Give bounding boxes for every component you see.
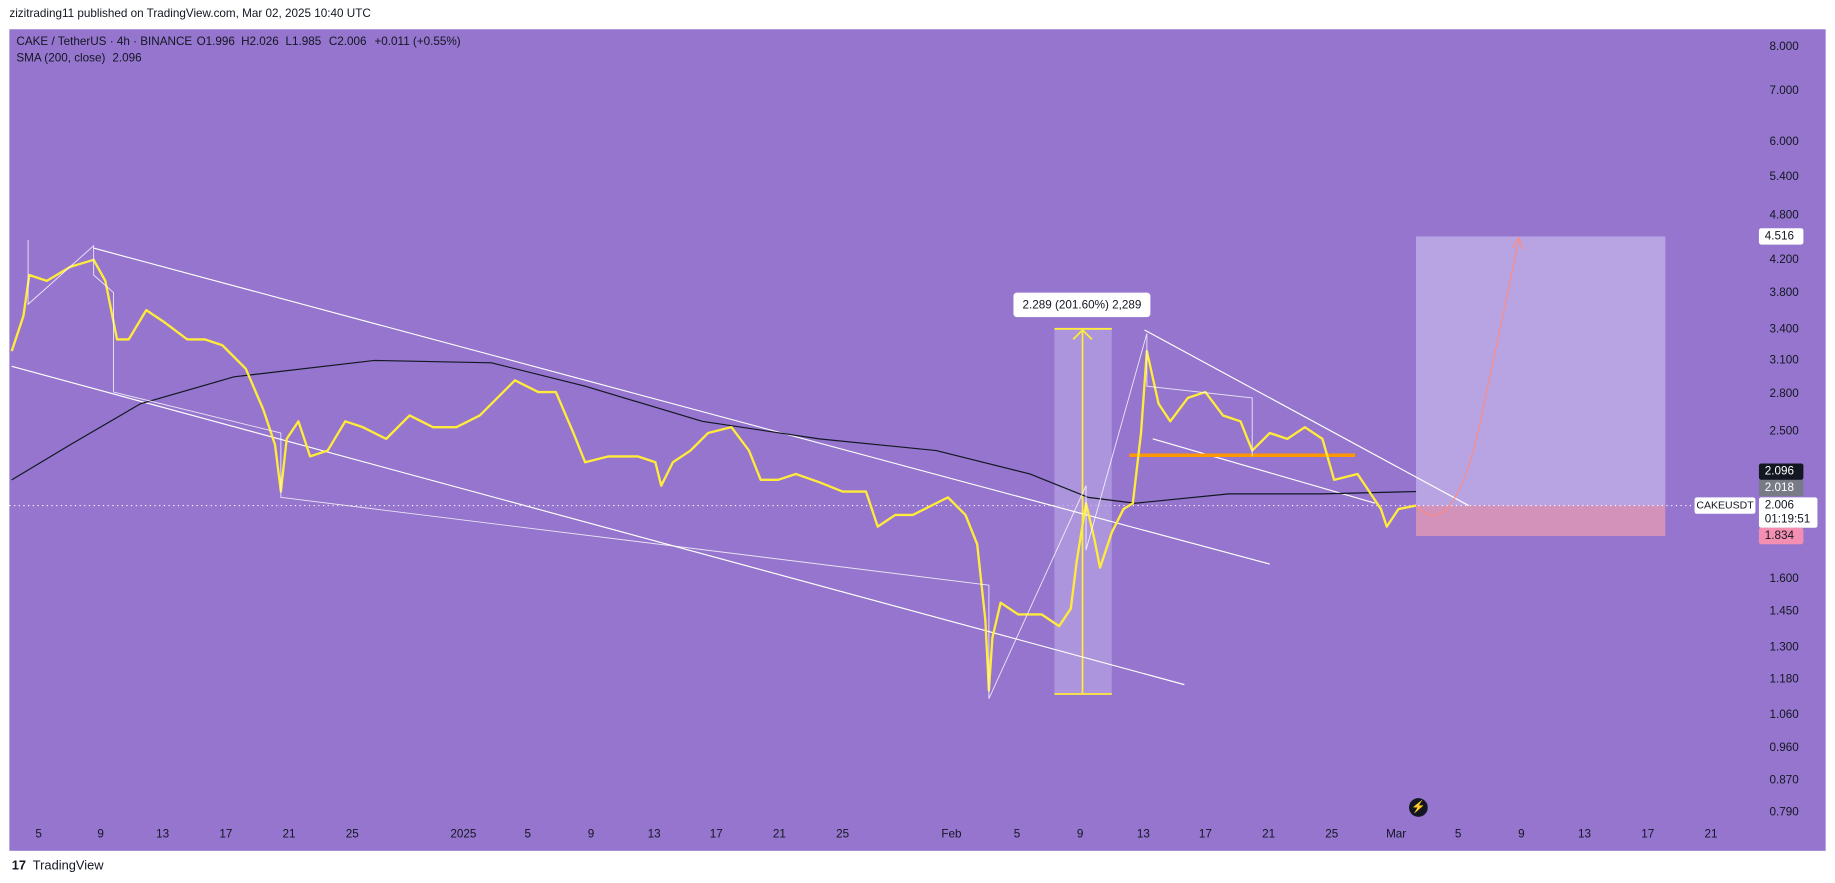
price-badge-label: 2.006 (1765, 499, 1794, 512)
price-label: 2.500 (1769, 424, 1799, 437)
brand: TradingView (33, 857, 104, 872)
price-badge (1758, 463, 1804, 480)
target-zone (1416, 236, 1666, 506)
time-label: 17 (1641, 828, 1654, 841)
price-label: 0.960 (1769, 741, 1799, 754)
price-axis: 8.000 7.000 6.000 5.400 4.800 4.200 3.800 3.400… (1694, 40, 1818, 818)
stop-zone (1416, 505, 1666, 537)
sma-name: SMA (200, close) (16, 52, 105, 65)
time-label: 13 (648, 828, 661, 841)
legend-item: CAKE / TetherUS · 4h · BINANCE (16, 35, 192, 48)
logo-mark: 17 (12, 857, 26, 872)
time-label: 5 (1014, 828, 1021, 841)
price-label: 4.800 (1769, 209, 1799, 222)
price-label: 5.400 (1769, 170, 1799, 183)
legend: CAKE / TetherUS · 4h · BINANCE O1.996 H2.0… (16, 35, 460, 64)
event-icon-glyph: ⚡ (1411, 800, 1426, 814)
price-label: 2.800 (1769, 387, 1799, 400)
price-wicks (27, 239, 1253, 699)
time-label: 9 (588, 828, 595, 841)
price-label: 3.400 (1769, 323, 1799, 336)
measure-arrow (1072, 328, 1093, 341)
time-label: 21 (283, 828, 296, 841)
time-label: 25 (346, 828, 360, 841)
time-label: 13 (156, 828, 169, 841)
time-label: 25 (836, 828, 850, 841)
price-badge-label: 4.516 (1765, 230, 1794, 243)
time-axis: 5 9 13 17 21 25 2025 5 9 13 17 21 25 Feb 5 9 13 17 21 25 Mar… (35, 828, 1717, 841)
time-label: 21 (1262, 828, 1275, 841)
price-label: 4.200 (1769, 253, 1799, 266)
price-path (10, 258, 1417, 692)
symbol-label: CAKEUSDT (1696, 499, 1754, 511)
legend-item: O1.996 (197, 35, 235, 48)
time-label: 5 (525, 828, 532, 841)
time-label: 2025 (450, 828, 477, 841)
price-label: 1.300 (1769, 641, 1799, 654)
time-label: 25 (1325, 828, 1339, 841)
price-label: 7.000 (1769, 84, 1799, 97)
price-label: 1.600 (1769, 572, 1799, 585)
measure-label-box (1013, 292, 1151, 318)
time-label: 17 (1199, 828, 1212, 841)
time-label: 13 (1578, 828, 1591, 841)
projection-curve (1415, 238, 1520, 516)
time-label: 17 (710, 828, 723, 841)
time-label: 5 (1455, 828, 1462, 841)
price-label: 3.800 (1769, 286, 1799, 299)
countdown: 01:19:51 (1765, 513, 1810, 526)
time-label: 5 (35, 828, 42, 841)
time-label: 17 (219, 828, 232, 841)
price-badge (1758, 228, 1804, 245)
measure-label: 2.289 (201.60%) 2,289 (1022, 299, 1141, 312)
time-label: Feb (941, 828, 962, 841)
price-badge (1758, 479, 1804, 497)
price-badge-label: 2.096 (1765, 465, 1794, 478)
legend-item: H2.026 (241, 35, 279, 48)
symbol-badge (1694, 497, 1756, 514)
sma-value: 2.096 (112, 52, 141, 65)
price-badge (1758, 497, 1818, 528)
price-badge-label: 2.018 (1765, 481, 1794, 494)
price-label: 1.180 (1769, 673, 1799, 686)
time-label: Mar (1386, 828, 1406, 841)
projection-arrow (1511, 236, 1524, 250)
price-label: 3.100 (1769, 353, 1799, 366)
time-label: 9 (1518, 828, 1525, 841)
publish-info: zizitrading11 published on TradingView.c… (9, 7, 370, 20)
event-icon[interactable] (1409, 798, 1428, 817)
price-label: 1.060 (1769, 708, 1799, 721)
price-label: 8.000 (1769, 40, 1799, 53)
price-label: 1.450 (1769, 604, 1799, 617)
price-label: 6.000 (1769, 135, 1799, 148)
wedge-lower (1152, 438, 1376, 504)
channel-upper (93, 247, 1270, 565)
time-label: 21 (773, 828, 786, 841)
time-label: 9 (1077, 828, 1084, 841)
price-badge (1758, 527, 1804, 545)
price-label: 0.870 (1769, 773, 1799, 786)
wedge-upper (1144, 329, 1469, 507)
time-label: 13 (1137, 828, 1150, 841)
price-badge-label: 1.834 (1765, 529, 1795, 542)
sma-line (11, 359, 1417, 504)
price-label: 0.790 (1769, 805, 1799, 818)
time-label: 9 (97, 828, 104, 841)
legend-item: L1.985 (286, 35, 322, 48)
time-label: 21 (1704, 828, 1717, 841)
legend-item: +0.011 (+0.55%) (374, 35, 460, 48)
legend-item: C2.006 (329, 35, 367, 48)
